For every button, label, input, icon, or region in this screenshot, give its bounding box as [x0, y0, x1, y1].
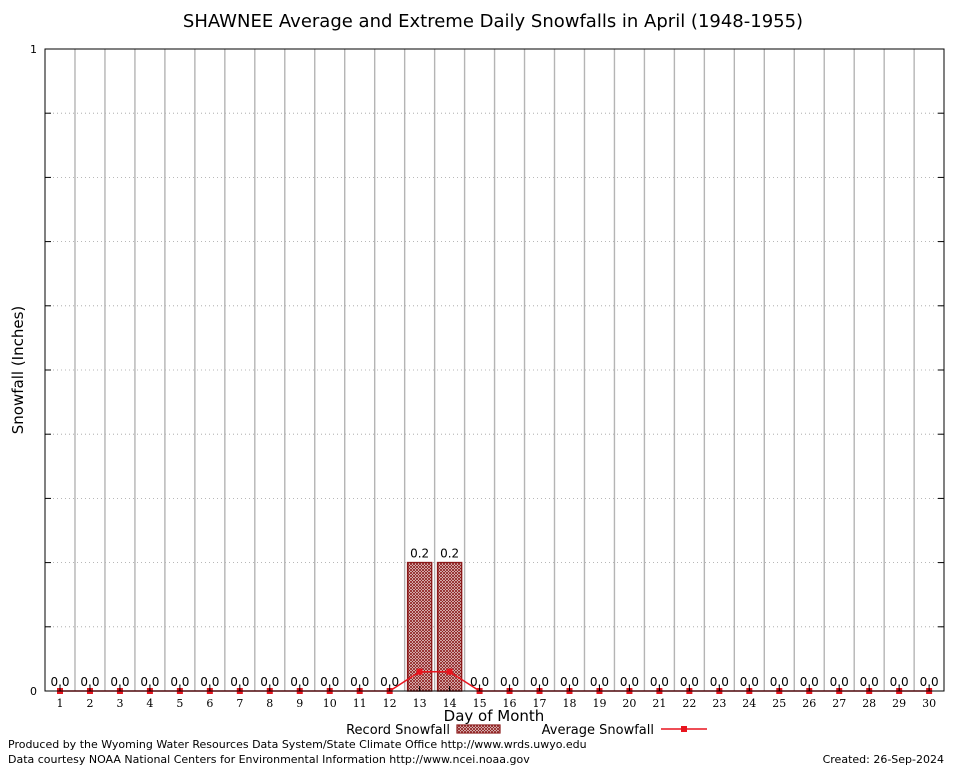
data-label-day-19: 0.0	[590, 675, 609, 689]
data-labels: 0.0 0.0 0.0 0.0 0.0 0.0 0.0 0.0 0.0 0.0 0.0 0.0 0.2 0…	[50, 547, 938, 689]
x-tick-label-22: 22	[682, 697, 696, 710]
data-label-day-10: 0.0	[320, 675, 339, 689]
x-tick-label-2: 2	[86, 697, 93, 710]
data-label-day-22: 0.0	[680, 675, 699, 689]
x-tick-label-6: 6	[206, 697, 213, 710]
data-label-day-24: 0.0	[740, 675, 759, 689]
data-label-day-15: 0.0	[470, 675, 489, 689]
x-tick-label-21: 21	[652, 697, 666, 710]
data-label-day-30: 0.0	[920, 675, 939, 689]
data-label-day-17: 0.0	[530, 675, 549, 689]
legend-label-record: Record Snowfall	[346, 723, 450, 738]
chart-title: SHAWNEE Average and Extreme Daily Snowfa…	[183, 11, 803, 32]
x-tick-label-12: 12	[383, 697, 397, 710]
x-tick-label-28: 28	[862, 697, 876, 710]
data-label-day-28: 0.0	[860, 675, 879, 689]
x-tick-label-8: 8	[266, 697, 273, 710]
x-tick-label-14: 14	[443, 697, 457, 710]
x-tick-label-19: 19	[592, 697, 606, 710]
x-tick-label-17: 17	[533, 697, 547, 710]
data-label-day-12: 0.0	[380, 675, 399, 689]
legend-swatch-record	[456, 724, 501, 734]
data-label-day-23: 0.0	[710, 675, 729, 689]
x-tick-label-7: 7	[236, 697, 243, 710]
data-label-day-7: 0.0	[230, 675, 249, 689]
data-label-day-3: 0.0	[110, 675, 129, 689]
footer-data-source: Data courtesy NOAA National Centers for …	[8, 753, 530, 766]
x-tick-label-20: 20	[622, 697, 636, 710]
data-label-day-14: 0.2	[440, 547, 459, 561]
x-tick-label-27: 27	[832, 697, 846, 710]
y-tick-label-1: 1	[30, 43, 37, 56]
x-tick-label-15: 15	[473, 697, 487, 710]
data-label-day-5: 0.0	[170, 675, 189, 689]
x-tick-label-5: 5	[176, 697, 183, 710]
data-label-day-21: 0.0	[650, 675, 669, 689]
data-label-day-1: 0.0	[50, 675, 69, 689]
legend-label-average: Average Snowfall	[542, 723, 654, 738]
data-label-day-29: 0.0	[890, 675, 909, 689]
x-tick-label-25: 25	[772, 697, 786, 710]
data-label-day-18: 0.0	[560, 675, 579, 689]
x-tick-label-4: 4	[146, 697, 153, 710]
axis-ticks: 1 2 3 4 5 6 7 8 9 10 11 12 13 14 15 16 17 18 19 20 21 22 23 24 2…	[45, 112, 944, 710]
x-tick-label-11: 11	[353, 697, 367, 710]
data-label-day-2: 0.0	[80, 675, 99, 689]
data-label-day-4: 0.0	[140, 675, 159, 689]
x-axis-label: Day of Month	[444, 707, 545, 725]
data-label-day-8: 0.0	[260, 675, 279, 689]
x-tick-label-26: 26	[802, 697, 816, 710]
x-tick-label-18: 18	[562, 697, 576, 710]
data-label-day-6: 0.0	[200, 675, 219, 689]
footer-producer: Produced by the Wyoming Water Resources …	[8, 738, 587, 751]
legend: Record Snowfall Average Snowfall	[346, 723, 707, 738]
data-label-day-27: 0.0	[830, 675, 849, 689]
data-label-day-26: 0.0	[800, 675, 819, 689]
legend-marker-average	[681, 726, 687, 732]
average-marker-day-13	[416, 668, 423, 675]
x-tick-label-13: 13	[413, 697, 427, 710]
x-tick-label-23: 23	[712, 697, 726, 710]
data-label-day-20: 0.0	[620, 675, 639, 689]
x-tick-label-3: 3	[116, 697, 123, 710]
data-label-day-25: 0.0	[770, 675, 789, 689]
y-axis-label: Snowfall (Inches)	[9, 306, 27, 434]
x-tick-label-24: 24	[742, 697, 756, 710]
y-tick-label-0: 0	[30, 685, 37, 698]
data-label-day-9: 0.0	[290, 675, 309, 689]
footer-created-date: Created: 26-Sep-2024	[823, 753, 944, 766]
x-tick-label-30: 30	[922, 697, 936, 710]
grid-lines	[45, 49, 944, 691]
x-tick-label-16: 16	[503, 697, 517, 710]
data-label-day-11: 0.0	[350, 675, 369, 689]
x-tick-label-10: 10	[323, 697, 337, 710]
x-tick-label-29: 29	[892, 697, 906, 710]
x-tick-label-1: 1	[57, 697, 64, 710]
data-label-day-16: 0.0	[500, 675, 519, 689]
data-label-day-13: 0.2	[410, 547, 429, 561]
x-tick-label-9: 9	[296, 697, 303, 710]
average-marker-day-14	[446, 668, 453, 675]
